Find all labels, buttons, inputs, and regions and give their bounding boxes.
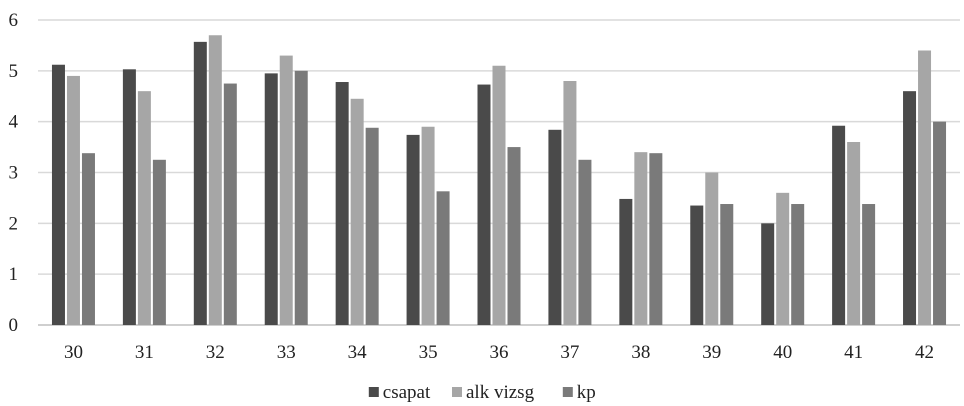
bar-alk-vizsg-31 <box>137 91 151 326</box>
x-tick-label: 38 <box>631 342 650 363</box>
x-tick-label: 30 <box>64 342 83 363</box>
bar-kp-35 <box>436 191 450 325</box>
legend-label: alk vizsg <box>466 382 535 403</box>
bar-csapat-33 <box>264 73 278 325</box>
x-axis-ticks: 30 31 32 33 34 35 36 37 38 39 40 41 42 <box>64 342 934 363</box>
x-tick-label: 31 <box>135 342 154 363</box>
bar-alk-vizsg-38 <box>634 152 648 325</box>
bar-alk-vizsg-40 <box>776 192 790 325</box>
bar-csapat-40 <box>761 223 775 325</box>
bar-csapat-31 <box>122 69 136 325</box>
bar-alk-vizsg-42 <box>918 50 932 325</box>
x-tick-label: 34 <box>348 342 368 363</box>
bar-csapat-32 <box>193 41 207 325</box>
bar-alk-vizsg-37 <box>563 81 577 325</box>
x-tick-label: 33 <box>277 342 296 363</box>
y-tick-label: 5 <box>9 61 19 82</box>
legend-swatch-alk-vizsg <box>452 387 462 397</box>
legend: csapat alk vizsg kp <box>368 382 596 403</box>
x-tick-label: 42 <box>915 342 934 363</box>
x-tick-label: 41 <box>844 342 863 363</box>
y-tick-label: 6 <box>9 10 19 31</box>
x-tick-label: 40 <box>773 342 792 363</box>
bar-kp-41 <box>862 204 876 325</box>
bar-kp-42 <box>933 121 947 326</box>
bar-csapat-37 <box>548 129 562 325</box>
bar-alk-vizsg-39 <box>705 172 719 325</box>
bar-kp-31 <box>152 159 166 325</box>
bar-csapat-36 <box>477 84 491 325</box>
bar-alk-vizsg-41 <box>847 142 861 325</box>
bar-kp-34 <box>365 127 379 326</box>
bar-alk-vizsg-34 <box>350 98 364 326</box>
bar-csapat-30 <box>51 64 65 325</box>
x-tick-label: 39 <box>702 342 721 363</box>
x-tick-label: 35 <box>419 342 438 363</box>
legend-label: csapat <box>383 382 431 403</box>
bar-kp-40 <box>791 204 805 325</box>
x-tick-label: 36 <box>490 342 509 363</box>
bar-csapat-41 <box>832 125 846 325</box>
bar-csapat-35 <box>406 134 420 325</box>
y-tick-label: 1 <box>9 264 19 285</box>
bar-csapat-34 <box>335 82 349 326</box>
x-tick-label: 32 <box>206 342 225 363</box>
bar-kp-36 <box>507 147 521 325</box>
bar-alk-vizsg-30 <box>66 75 80 326</box>
bar-csapat-38 <box>619 198 633 325</box>
bar-kp-33 <box>294 70 308 325</box>
bar-kp-32 <box>223 83 237 326</box>
bars <box>51 35 947 326</box>
bar-alk-vizsg-36 <box>492 65 506 325</box>
bar-kp-38 <box>649 153 663 325</box>
legend-swatch-kp <box>562 387 573 397</box>
legend-label: kp <box>577 382 596 403</box>
y-tick-label: 3 <box>9 163 19 184</box>
y-tick-label: 2 <box>9 213 19 234</box>
bar-alk-vizsg-35 <box>421 126 435 325</box>
bar-alk-vizsg-33 <box>279 55 293 325</box>
bar-kp-37 <box>578 159 592 325</box>
bar-kp-30 <box>81 153 95 325</box>
y-axis-ticks: 0 1 2 3 4 5 6 <box>9 10 19 336</box>
bar-csapat-42 <box>903 91 917 326</box>
y-tick-label: 0 <box>9 315 19 336</box>
x-tick-label: 37 <box>560 342 579 363</box>
y-tick-label: 4 <box>9 112 19 133</box>
bar-alk-vizsg-32 <box>208 35 222 325</box>
legend-swatch-csapat <box>368 387 379 397</box>
bar-kp-39 <box>720 204 734 325</box>
bar-csapat-39 <box>690 205 704 325</box>
